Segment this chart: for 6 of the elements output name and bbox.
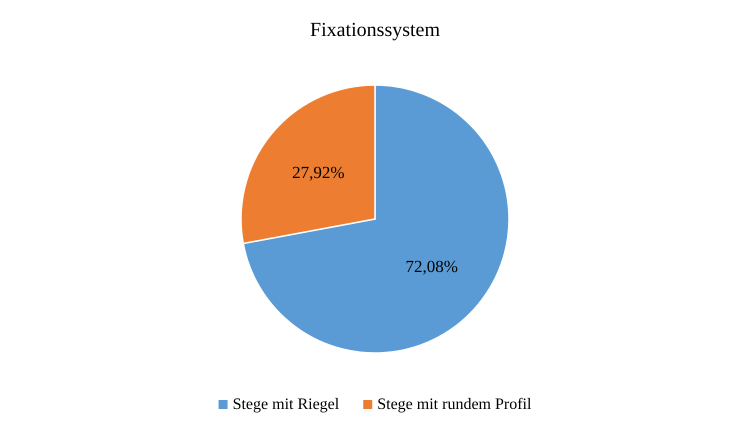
chart-title: Fixationssystem (310, 19, 440, 41)
pie-slice (242, 84, 510, 354)
data-label: 72,08% (405, 257, 458, 276)
data-label: 27,92% (292, 162, 345, 182)
legend-label: Stege mit rundem Profil (377, 396, 532, 413)
legend-label: Stege mit Riegel (232, 396, 340, 413)
